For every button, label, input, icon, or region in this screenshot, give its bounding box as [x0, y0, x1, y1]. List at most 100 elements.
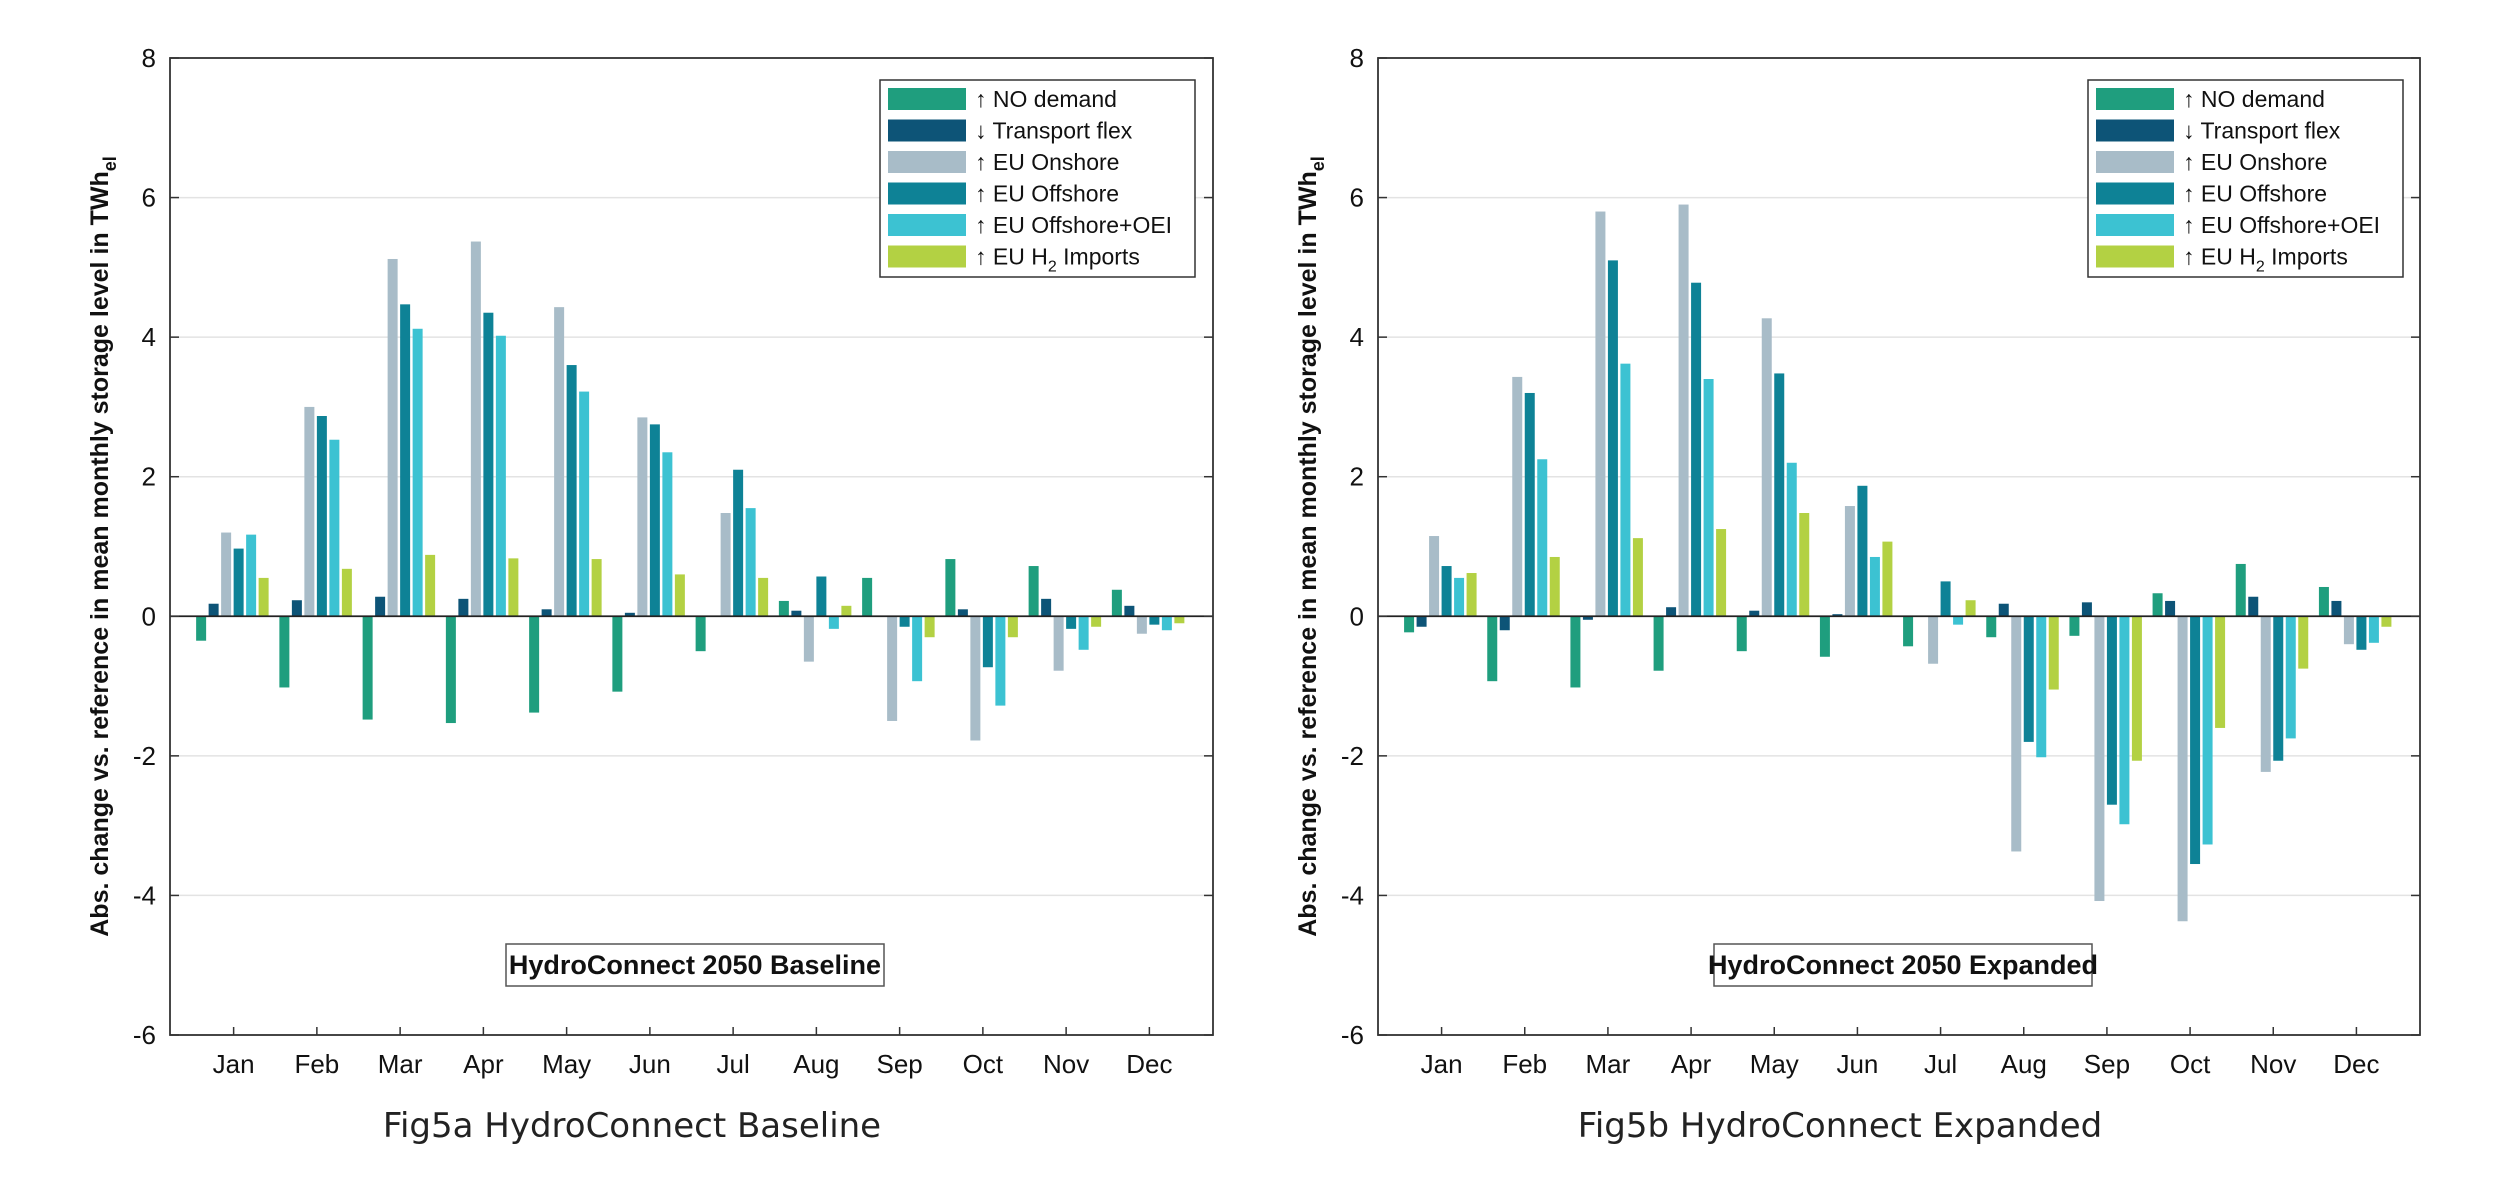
x-tick-label: Oct [963, 1049, 1004, 1079]
legend-label: ↓ Transport flex [2183, 118, 2341, 144]
legend-arrow: ↓ [2183, 118, 2200, 144]
legend-label: ↓ Transport flex [975, 118, 1133, 144]
y-tick-label: 8 [142, 43, 156, 73]
bar-fig5b-mar-s1 [1582, 616, 1593, 620]
legend-arrow: ↑ [2183, 244, 2201, 270]
bar-fig5b-nov-s0 [2235, 563, 2246, 617]
bar-fig5b-sep-s4 [2119, 616, 2130, 825]
bar-fig5a-apr-s0 [445, 616, 456, 724]
bar-fig5a-oct-s3 [982, 616, 993, 668]
panel-fig5a: Jan Feb Mar Apr May Jun Jul Aug Sep Oct Nov Dec -6 -4… [86, 43, 1214, 1146]
bar-fig5a-mar-s5 [425, 554, 436, 617]
bar-fig5a-jan-s0 [196, 616, 207, 641]
legend-text: EU Offshore+OEI [993, 212, 1172, 238]
figure-caption: Fig5b HydroConnect Expanded [1578, 1106, 2102, 1146]
annotation-text: HydroConnect 2050 Expanded [1708, 950, 2098, 980]
bar-fig5b-aug-s3 [2023, 616, 2034, 742]
legend-text: NO demand [993, 86, 1117, 112]
x-tick-label: Jan [213, 1049, 255, 1079]
bar-fig5b-aug-s1 [1998, 603, 2009, 617]
bar-fig5a-dec-s4 [1161, 616, 1172, 631]
bar-fig5b-jul-s2 [1928, 616, 1939, 664]
bar-fig5a-oct-s0 [945, 559, 956, 617]
legend-frame [879, 79, 1196, 278]
bar-fig5b-jun-s1 [1832, 614, 1843, 617]
y-tick-label: 0 [1350, 601, 1364, 631]
bar-fig5a-feb-s5 [341, 568, 352, 617]
legend-frame [2087, 79, 2404, 278]
bar-fig5a-feb-s0 [279, 616, 290, 688]
bar-fig5a-jul-s3 [733, 469, 744, 617]
x-tick-label: Jun [629, 1049, 671, 1079]
legend-swatch [2096, 88, 2174, 110]
x-tick-label: Mar [1586, 1049, 1631, 1079]
bar-fig5b-jan-s2 [1429, 536, 1440, 617]
bar-fig5a-oct-s5 [1007, 616, 1018, 638]
x-tick-label: Sep [2084, 1049, 2130, 1079]
bar-fig5b-dec-s1 [2331, 600, 2342, 617]
legend-text: EU Offshore [2201, 181, 2327, 207]
bar-fig5b-jan-s5 [1466, 573, 1477, 617]
y-tick-label: -6 [1341, 1020, 1364, 1050]
bar-fig5b-apr-s4 [1703, 379, 1714, 617]
bar-fig5a-aug-s3 [816, 576, 827, 617]
legend-arrow: ↑ [2183, 181, 2201, 207]
legend-label: ↑ EU H2 Imports [975, 244, 1140, 276]
figure-caption: Fig5a HydroConnect Baseline [383, 1106, 881, 1146]
bar-fig5b-may-s2 [1761, 318, 1772, 617]
bar-fig5a-nov-s4 [1078, 616, 1089, 650]
bar-fig5a-may-s0 [529, 616, 540, 713]
legend-swatch [888, 182, 966, 205]
bar-fig5a-apr-s3 [483, 312, 494, 617]
bar-fig5b-feb-s0 [1487, 616, 1498, 682]
bar-fig5b-mar-s5 [1632, 538, 1643, 617]
y-axis-label: Abs. change vs. reference in mean monthl… [1294, 156, 1328, 937]
legend-arrow: ↑ [975, 149, 993, 175]
bar-fig5b-oct-s0 [2152, 593, 2163, 617]
bar-fig5b-sep-s3 [2106, 616, 2117, 805]
legend-text: EU Onshore [2201, 149, 2328, 175]
bar-fig5b-dec-s0 [2318, 586, 2329, 617]
legend-arrow: ↑ [975, 181, 993, 207]
bar-fig5a-may-s1 [541, 609, 552, 617]
legend: ↑ NO demand↓ Transport flex↑ EU Onshore↑… [879, 79, 1196, 278]
bar-fig5a-jun-s2 [637, 417, 648, 617]
bar-fig5b-jul-s5 [1965, 600, 1976, 617]
bar-fig5a-dec-s0 [1111, 589, 1122, 617]
x-tick-label: May [1750, 1049, 1799, 1079]
y-tick-label: 8 [1350, 43, 1364, 73]
y-tick-label: 4 [142, 322, 156, 352]
bar-fig5a-oct-s2 [970, 616, 981, 741]
legend-text: Transport flex [992, 118, 1132, 144]
bar-fig5a-feb-s4 [329, 439, 340, 617]
bar-fig5a-dec-s5 [1174, 616, 1185, 624]
bar-fig5b-aug-s0 [1986, 616, 1997, 638]
bar-fig5b-jan-s3 [1441, 566, 1452, 617]
y-axis-label-main: Abs. change vs. reference in mean monthl… [1294, 171, 1322, 937]
bar-fig5a-may-s4 [579, 391, 590, 617]
bar-fig5a-aug-s0 [778, 600, 789, 617]
bar-fig5b-apr-s0 [1653, 616, 1664, 671]
bar-fig5a-feb-s2 [304, 406, 315, 617]
legend-arrow: ↑ [975, 212, 993, 238]
bar-fig5b-jul-s3 [1940, 581, 1951, 617]
x-tick-label: Feb [294, 1049, 339, 1079]
bar-fig5a-dec-s2 [1136, 616, 1147, 634]
plot-frame [169, 57, 1214, 1036]
legend-text: NO demand [2201, 86, 2325, 112]
bar-fig5b-jan-s4 [1454, 577, 1465, 617]
bar-fig5a-apr-s4 [495, 335, 506, 617]
x-tick-label: Dec [1126, 1049, 1172, 1079]
bar-fig5b-apr-s1 [1666, 607, 1677, 617]
y-tick-label: 6 [142, 183, 156, 213]
bar-fig5b-oct-s5 [2215, 616, 2226, 728]
bar-fig5a-jun-s0 [612, 616, 623, 692]
bar-fig5b-nov-s5 [2298, 616, 2309, 669]
legend-label: ↑ EU Offshore+OEI [2183, 212, 2380, 238]
bar-fig5b-jun-s5 [1882, 541, 1893, 617]
legend-arrow: ↓ [975, 118, 992, 144]
legend-text: EU Offshore [993, 181, 1119, 207]
bar-fig5a-mar-s1 [375, 596, 386, 617]
x-tick-label: Jul [717, 1049, 750, 1079]
bar-fig5a-jun-s3 [649, 424, 660, 617]
